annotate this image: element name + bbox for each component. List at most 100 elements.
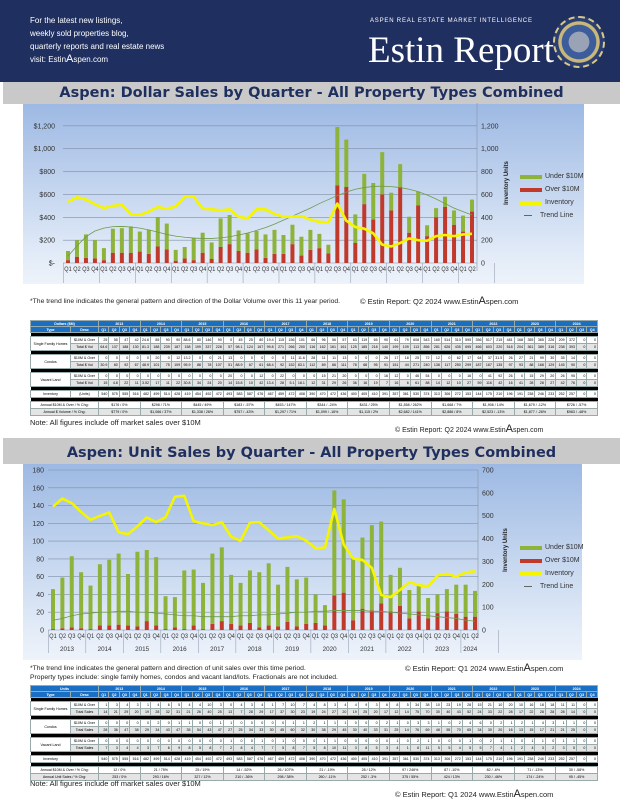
bar-over-10m (101, 260, 106, 263)
table-cell: 20 (222, 372, 235, 380)
table-cell: 3 (409, 719, 422, 727)
under-swatch-icon (520, 174, 542, 179)
table-cell: 17 (513, 708, 526, 716)
table-cell: 0 (586, 701, 598, 709)
bar-over-10m (353, 243, 358, 263)
x-tick-label: Q1 (199, 634, 207, 640)
x-year-label: 2014 (98, 646, 113, 653)
table-cell: 337 (201, 343, 214, 351)
table-cell: 299 (461, 361, 474, 369)
table-cell: 36 (108, 726, 120, 734)
annual-value: 327 / 12% (181, 773, 224, 781)
property-type: Single Family Homes (29, 701, 72, 716)
x-year-label: 2021 (360, 646, 375, 653)
table-cell: 4 (181, 701, 193, 709)
table-note: Note: All figures include off market sal… (30, 418, 201, 427)
bar-over-10m (294, 626, 299, 630)
table-cell: 233 (544, 390, 557, 398)
table-cell: 13 (222, 354, 235, 362)
bar-under-10m (173, 249, 178, 261)
table-cell: 200 (295, 343, 307, 351)
table-cell: 272 (451, 390, 463, 398)
copyright[interactable]: © Estin Report: Q1 2024 www.EstinAspen.c… (395, 789, 553, 800)
promo-visit[interactable]: visit: EstinAspen.com (30, 53, 164, 66)
bar-under-10m (257, 572, 262, 628)
bar-over-10m (245, 252, 250, 263)
table-cell: 0 (243, 719, 255, 727)
row-desc: $10M & Over (70, 737, 100, 745)
x-tick-label: Q2 (361, 267, 369, 273)
bar-over-10m (254, 249, 259, 263)
table-cell: 16 (378, 372, 390, 380)
annual-value: 71 / -13% (513, 766, 557, 774)
table-cell: 310 (451, 336, 463, 344)
table-cell: 1 (524, 719, 536, 727)
table-cell: 0 (586, 390, 598, 398)
bar-over-10m (238, 625, 243, 630)
trend-line (67, 185, 473, 257)
copyright[interactable]: © Estin Report: Q2 2024 www.EstinAspen.c… (395, 424, 543, 436)
table-cell: 162 (316, 343, 328, 351)
table-cell: 257 (565, 390, 578, 398)
table-cell: 20 (149, 354, 162, 362)
table-row: Total $ Vol 15 4.8 22 11 3.52 17 11 22 30.8 34 24 20… (31, 379, 598, 387)
table-cell: 17 (264, 708, 276, 716)
copyright[interactable]: © Estin Report: Q1 2024 www.EstinAspen.c… (405, 663, 563, 674)
bar-over-10m (247, 622, 252, 630)
table-cell: 1 (316, 737, 328, 745)
table-cell: 7 (274, 701, 287, 709)
table-cell: 517 (482, 336, 494, 344)
annual-value: 260 / -11% (305, 773, 349, 781)
y2-tick-label: 600 (481, 192, 493, 199)
annual-value: 424 / 13% (430, 773, 474, 781)
table-cell: 1 (565, 719, 578, 727)
annual-value: 298 / 38% (264, 773, 307, 781)
table-cell: 135 (492, 361, 505, 369)
table-cell: 144 (472, 390, 484, 398)
table-cell: 56 (326, 336, 339, 344)
note-line: *The trend line indicates the general pa… (30, 665, 306, 672)
table-cell: 246 (534, 755, 546, 763)
table-cell: 196 (503, 755, 515, 763)
table-cell: 0 (586, 343, 598, 351)
annual-value: $453 / 147% (264, 401, 307, 409)
bar-under-10m (326, 244, 331, 254)
table-cell: 11.6 (295, 354, 307, 362)
x-tick-label: Q1 (388, 267, 396, 273)
table-cell: 0 (586, 379, 598, 387)
y-tick-label: $1,000 (34, 146, 56, 153)
x-year-label: 2022 (398, 646, 413, 653)
x-tick-label: Q2 (145, 267, 153, 273)
table-cell: 21 (212, 354, 224, 362)
table-cell: 14 (222, 379, 235, 387)
copyright[interactable]: © Estin Report: Q2 2024 www.EstinAspen.c… (360, 296, 518, 307)
separator-row (30, 397, 598, 402)
table-cell: 75 (160, 361, 172, 369)
x-tick-label: Q1 (124, 634, 132, 640)
table-cell: 410 (368, 390, 380, 398)
table-cell: 24 (472, 708, 484, 716)
table-cell: 43 (201, 726, 214, 734)
table-cell: 19 (305, 708, 318, 716)
table-cell: 1 (503, 719, 515, 727)
table-cell: 472 (212, 755, 224, 763)
bar-under-10m (276, 584, 281, 627)
table-cell: 28 (503, 708, 515, 716)
table-cell: 10 (201, 701, 214, 709)
bar-under-10m (388, 574, 393, 612)
table-row: Total $ Vol 64.6 137 188 130 81.3 188 239 187 158… (31, 343, 598, 351)
table-cell: 117 (440, 361, 453, 369)
table-cell: 10 (513, 701, 526, 709)
bar-under-10m (335, 127, 340, 186)
table-cell: 40 (201, 708, 214, 716)
annual-value: 95 / -45% (555, 773, 598, 781)
table-cell: 47 (212, 726, 224, 734)
table-cell: 0 (160, 737, 172, 745)
bar-under-10m (416, 585, 421, 612)
table-cell: 168 (534, 361, 546, 369)
table-cell: 391 (378, 390, 390, 398)
x-tick-label: Q3 (443, 634, 451, 640)
x-year-label: 2024 (463, 646, 478, 653)
table-cell: 16 (503, 726, 515, 734)
table-cell: 0 (575, 737, 588, 745)
